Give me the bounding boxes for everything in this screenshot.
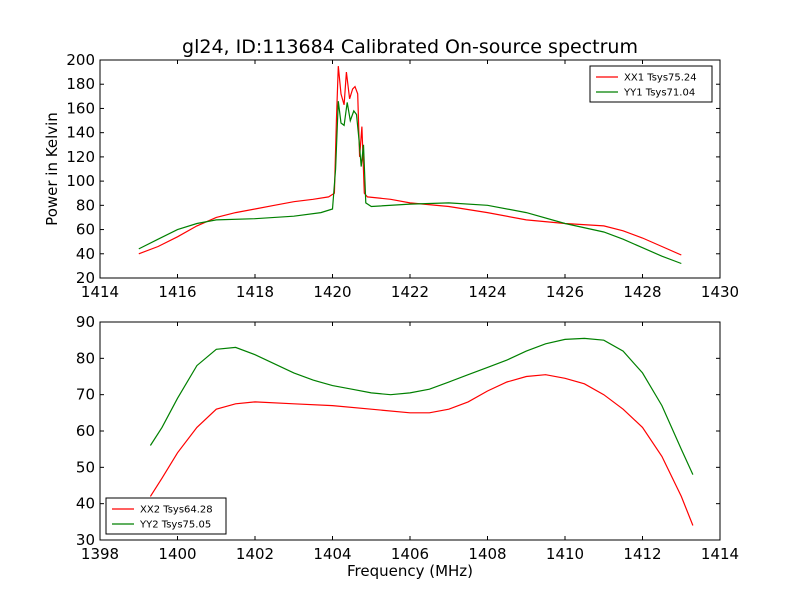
top-panel: 1414 1416 1418 1420 1422 1424 1426 1428 1430 20 40… (43, 51, 739, 301)
top-y-axis-label: Power in Kelvin (43, 112, 61, 226)
bottom-x-tick-label: 1402 (236, 545, 274, 563)
bottom-y-tick-label: 60 (76, 422, 95, 440)
top-x-tick-label: 1428 (623, 283, 661, 301)
top-y-tick-label: 160 (66, 99, 95, 117)
bottom-series-xx-line (149, 374, 694, 526)
bottom-series-yy-line (149, 337, 694, 475)
bottom-x-axis-label: Frequency (MHz) (347, 562, 473, 580)
bottom-x-tick-label: 1414 (701, 545, 739, 563)
top-y-tick-label: 140 (66, 124, 95, 142)
bottom-y-tick-label: 30 (76, 531, 95, 549)
top-legend-box (589, 65, 713, 103)
bottom-y-tick-label: 90 (76, 313, 95, 331)
bottom-y-tick-label: 80 (76, 349, 95, 367)
top-x-tick-label: 1414 (81, 283, 119, 301)
bottom-panel: 1398 1400 1402 1404 1406 1408 1410 1412 1414 30 40… (76, 313, 739, 580)
top-y-tick-label: 40 (76, 245, 95, 263)
bottom-legend-label: XX2 Tsys64.28 (140, 505, 213, 516)
top-y-tick-label: 120 (66, 148, 95, 166)
top-x-tick-label: 1424 (468, 283, 506, 301)
bottom-x-tick-label: 1412 (623, 545, 661, 563)
bottom-legend-box (105, 497, 227, 535)
top-x-tick-label: 1426 (546, 283, 584, 301)
bottom-legend-label: YY2 Tsys75.05 (139, 520, 211, 531)
top-x-tick-label: 1418 (236, 283, 274, 301)
bottom-x-tick-label: 1406 (391, 545, 429, 563)
bottom-x-tick-label: 1398 (81, 545, 119, 563)
top-y-tick-label: 100 (66, 172, 95, 190)
bottom-legend: XX2 Tsys64.28 YY2 Tsys75.05 (105, 497, 227, 535)
top-legend: XX1 Tsys75.24 YY1 Tsys71.04 (589, 65, 713, 103)
top-legend-label: YY1 Tsys71.04 (623, 88, 695, 99)
top-y-tick-label: 20 (76, 269, 95, 287)
top-x-tick-label: 1420 (313, 283, 351, 301)
top-legend-label: XX1 Tsys75.24 (624, 73, 697, 84)
top-y-tick-label: 60 (76, 221, 95, 239)
bottom-x-tick-label: 1404 (313, 545, 351, 563)
top-x-tick-label: 1430 (701, 283, 739, 301)
top-y-tick-label: 80 (76, 196, 95, 214)
bottom-x-tick-label: 1410 (546, 545, 584, 563)
bottom-y-tick-label: 50 (76, 458, 95, 476)
top-x-tick-label: 1422 (391, 283, 429, 301)
top-series-xx-line (138, 66, 682, 256)
top-y-tick-label: 200 (66, 51, 95, 69)
top-x-tick-label: 1416 (158, 283, 196, 301)
chart-title: gl24, ID:113684 Calibrated On-source spe… (182, 36, 638, 58)
bottom-y-tick-label: 70 (76, 386, 95, 404)
bottom-x-tick-label: 1408 (468, 545, 506, 563)
bottom-y-tick-label: 40 (76, 495, 95, 513)
bottom-x-tick-label: 1400 (158, 545, 196, 563)
top-y-tick-label: 180 (66, 75, 95, 93)
top-series-yy-line (138, 101, 682, 265)
